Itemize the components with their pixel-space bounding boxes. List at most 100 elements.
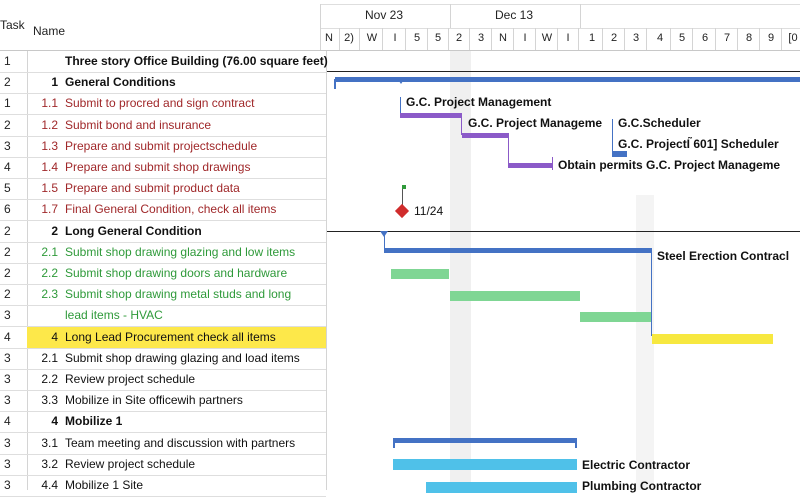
table-row[interactable]: 3 1.3 Prepare and submit projectschedule: [0, 136, 326, 157]
month-boundary-2: [580, 4, 581, 28]
name-column-header[interactable]: Name: [33, 24, 66, 38]
table-row[interactable]: 4 4 Long Lead Procurement check all items: [0, 327, 326, 348]
task-number: 3: [4, 436, 11, 450]
table-row[interactable]: 1 Three story Office Building (76.00 squa…: [0, 51, 328, 72]
task-number: 4: [4, 160, 11, 174]
day-divider: [646, 28, 647, 50]
row-divider: [0, 93, 326, 94]
task-bar-team-meeting[interactable]: [393, 459, 577, 470]
table-row[interactable]: 1 1.1 Submit to procred and sign contract: [0, 93, 326, 114]
timeline-header: Nov 23 Dec 13: [320, 0, 800, 50]
task-number: 1: [4, 96, 11, 110]
day-label: 5: [413, 32, 421, 44]
link-line: [612, 119, 613, 153]
table-row[interactable]: 3 2.2 Review project schedule: [0, 369, 326, 390]
task-name: Three story Office Building (76.00 squar…: [65, 54, 328, 68]
task-name: Submit shop drawing glazing and low item…: [65, 245, 296, 259]
link-line: [461, 113, 462, 135]
day-divider: [781, 28, 782, 50]
task-name: Prepare and submit projectschedule: [65, 139, 258, 153]
wbs-code: 1.5: [41, 181, 58, 195]
table-row[interactable]: 2 1.2 Submit bond and insurance: [0, 115, 326, 136]
link-line: [508, 133, 509, 163]
task-bar-bond[interactable]: [400, 113, 462, 118]
task-name: General Conditions: [65, 75, 176, 89]
task-bar-review[interactable]: [426, 482, 577, 493]
row-divider: [0, 454, 326, 455]
task-number: 3: [4, 139, 11, 153]
table-row[interactable]: 4 1.4 Prepare and submit shop drawings: [0, 157, 326, 178]
summary-bar-general-conditions[interactable]: [335, 77, 800, 82]
task-bar-schedule[interactable]: [462, 133, 509, 138]
task-name: Submit shop drawing doors and hardware: [65, 266, 288, 280]
section-summary-line: [327, 231, 800, 232]
day-divider: [557, 28, 558, 50]
task-number: 4: [4, 330, 11, 344]
milestone-diamond[interactable]: [394, 203, 410, 219]
day-label: N: [325, 32, 333, 44]
task-bar-metal-studs[interactable]: [580, 312, 651, 322]
table-row[interactable]: 2 2.1 Submit shop drawing glazing and low …: [0, 242, 326, 263]
summary-bar-mobilize[interactable]: [393, 438, 577, 443]
task-name: Mobilize in Site officewih partners: [65, 393, 243, 407]
table-row[interactable]: 4 4 Mobilize 1: [0, 411, 326, 432]
bar-label-steel: Steel Erection Contracl: [657, 249, 790, 263]
table-row[interactable]: 2 2 Long General Condition: [0, 221, 326, 242]
link-line: [651, 248, 652, 336]
day-label: 6: [701, 32, 709, 44]
day-label: W: [541, 32, 553, 44]
task-bar-scheduler[interactable]: [612, 151, 627, 157]
bar-label-scheduler-2: G.C. ProjectI ̃601] Scheduler: [618, 137, 779, 151]
weekend-shade: [636, 195, 654, 490]
task-bar-procurement[interactable]: [652, 334, 773, 344]
wbs-code: 2.1: [41, 245, 58, 259]
day-divider: [715, 28, 716, 50]
task-column-header[interactable]: Task: [0, 18, 25, 32]
wbs-code: 2.1: [41, 351, 58, 365]
day-label: I: [566, 32, 570, 44]
task-name: Long General Condition: [65, 224, 202, 238]
table-row[interactable]: 2 2.3 Submit shop drawing metal studs and …: [0, 284, 326, 305]
summary-bar-long-general[interactable]: [384, 248, 652, 253]
task-number: 5: [4, 181, 11, 195]
table-row[interactable]: 5 1.5 Prepare and submit product data: [0, 178, 326, 199]
table-row[interactable]: 2 2.2 Submit shop drawing doors and hardwa…: [0, 263, 326, 284]
task-bar-glazing[interactable]: [391, 269, 449, 279]
day-divider: [359, 28, 360, 50]
day-label: 2: [610, 32, 618, 44]
header-bottom-border: [0, 50, 800, 51]
day-label: 3: [632, 32, 640, 44]
wbs-code: 1.7: [41, 202, 58, 216]
day-divider: [427, 28, 428, 50]
task-number: 3: [4, 478, 11, 492]
task-name: Mobilize 1: [65, 414, 123, 428]
table-row[interactable]: 6 1.7 Final General Condition, check all i…: [0, 199, 326, 220]
row-divider: [0, 242, 326, 243]
task-name: Team meeting and discussion with partner…: [65, 436, 296, 450]
table-row[interactable]: 2 1 General Conditions: [0, 72, 326, 93]
row-divider: [0, 157, 326, 158]
day-divider: [513, 28, 514, 50]
table-row[interactable]: 3 3.3 Mobilize in Site officewih partners: [0, 390, 326, 411]
table-row[interactable]: 3 4.4 Mobilize 1 Site: [0, 475, 326, 496]
table-row[interactable]: 3 3.2 Review project schedule: [0, 454, 326, 475]
table-row[interactable]: 3 lead items - HVAC: [0, 305, 326, 326]
day-label: 9: [767, 32, 775, 44]
table-row[interactable]: 3 2.1 Submit shop drawing glazing and load…: [0, 348, 326, 369]
task-number: 3: [4, 457, 11, 471]
task-number: 3: [4, 308, 11, 322]
day-label: 2: [455, 32, 463, 44]
table-row[interactable]: 3 3.1 Team meeting and discussion with par…: [0, 433, 326, 454]
day-divider: [602, 28, 603, 50]
bar-label-electric: Electric Contractor: [582, 458, 691, 472]
month-label-dec: Dec 13: [495, 8, 534, 22]
bar-label-scheduler: G.C.Scheduler: [618, 116, 701, 130]
timeline-top-border: [320, 4, 800, 5]
wbs-code: 1.3: [41, 139, 58, 153]
wbs-code: 3.2: [41, 457, 58, 471]
task-bar-doors[interactable]: [450, 291, 580, 301]
task-bar-shop-drawings[interactable]: [508, 163, 553, 168]
wbs-code: 2.3: [41, 287, 58, 301]
bar-label-plumbing: Plumbing Contractor: [582, 479, 702, 493]
project-summary-line: [327, 71, 800, 72]
